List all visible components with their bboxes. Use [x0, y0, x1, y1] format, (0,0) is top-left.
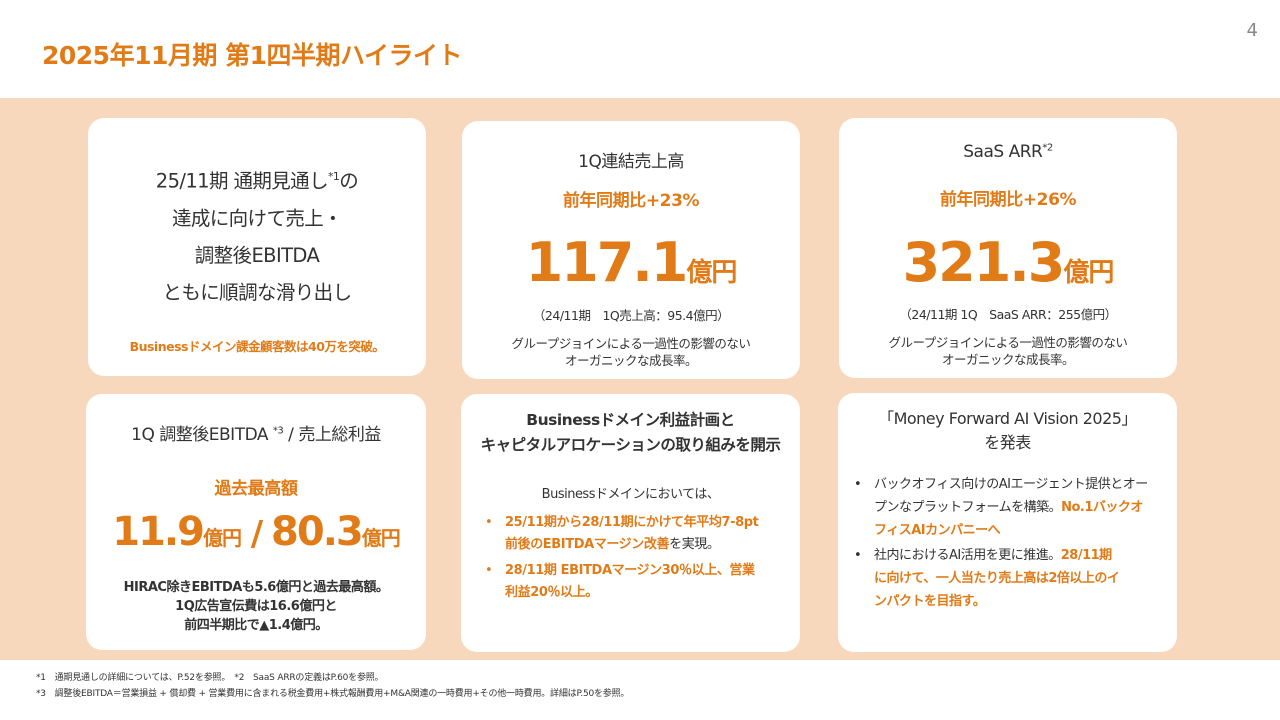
revenue-value-row: 117.1億円 [462, 233, 800, 293]
ebitda-card: 1Q 調整後EBITDA *3 / 売上総利益 過去最高額 11.9億円 / 8… [86, 394, 426, 650]
revenue-unit: 億円 [686, 258, 737, 288]
header: 2025年11月期 第1四半期ハイライト 4 [0, 0, 1280, 98]
business-card: Businessドメイン利益計画と キャピタルアロケーションの取り組みを開示 B… [461, 394, 800, 652]
outlook-line-2: 達成に向けて売上・ [171, 206, 343, 230]
list-item: • 社内におけるAI活用を更に推進。28/11期 に向けて、一人当たり売上高は2… [854, 548, 1120, 609]
arr-growth: 前年同期比+26% [939, 190, 1077, 210]
business-title: Businessドメイン利益計画と キャピタルアロケーションの取り組みを開示 [480, 411, 781, 454]
ebitda-unit: 億円 [202, 526, 242, 550]
revenue-comparison: （24/11期 1Q売上高：95.4億円） [532, 308, 730, 323]
list-item: • 28/11期 EBITDAマージン30％以上、営業 利益20％以上。 [485, 563, 755, 600]
arr-unit: 億円 [1063, 258, 1114, 288]
vision-card: 「Money Forward AI Vision 2025」 を発表 • バック… [838, 393, 1177, 652]
footnote-2: *3 調整後EBITDA＝営業損益 + 償却費 + 営業費用に含まれる税金費用+… [36, 689, 630, 699]
footnotes: *1 通期見通しの詳細については、P.52を参照。 *2 SaaS ARRの定義… [36, 670, 629, 702]
arr-comparison: （24/11期 1Q SaaS ARR：255億円） [899, 307, 1117, 322]
list-item: • バックオフィス向けのAIエージェント提供とオー プンなプラットフォームを構築… [854, 477, 1148, 538]
page-number: 4 [1246, 20, 1258, 41]
ebitda-note: HIRAC除きEBITDAも5.6億円と過去最高額。 1Q広告宣伝費は16.6億… [123, 580, 389, 633]
list-item: • 25/11期から28/11期にかけて年平均7-8pt 前後のEBITDAマー… [485, 515, 759, 552]
page-title: 2025年11月期 第1四半期ハイライト [42, 41, 462, 70]
revenue-growth: 前年同期比+23% [562, 191, 700, 211]
outlook-line-3: 調整後EBITDA [194, 243, 320, 267]
ebitda-subhead: 過去最高額 [214, 479, 298, 499]
revenue-card: 1Q連結売上高 前年同期比+23% 117.1億円 （24/11期 1Q売上高：… [462, 121, 800, 379]
outlook-headline: 25/11期 通期見通し*1の 達成に向けて売上・ 調整後EBITDA ともに順… [88, 158, 426, 311]
outlook-note: Businessドメイン課金顧客数は40万を突破。 [129, 339, 385, 354]
arr-note: グループジョインによる一過性の影響のない オーガニックな成長率。 [888, 335, 1128, 367]
ebitda-value: 11.9 [112, 509, 205, 555]
revenue-value: 117.1 [525, 231, 689, 294]
gross-profit-unit: 億円 [361, 526, 401, 550]
business-bullets: • 25/11期から28/11期にかけて年平均7-8pt 前後のEBITDAマー… [485, 512, 759, 604]
ebitda-title: 1Q 調整後EBITDA *3 / 売上総利益 [131, 425, 381, 445]
business-intro: Businessドメインにおいては、 [541, 487, 720, 502]
outlook-line-1: 25/11期 通期見通し*1の [155, 169, 359, 193]
arr-title: SaaS ARR*2 [963, 142, 1053, 162]
ebitda-separator: / [240, 514, 272, 554]
arr-value-row: 321.3億円 [839, 233, 1177, 293]
arr-card: SaaS ARR*2 前年同期比+26% 321.3億円 （24/11期 1Q … [839, 118, 1177, 378]
vision-title: 「Money Forward AI Vision 2025」 を発表 [878, 409, 1137, 452]
revenue-note: グループジョインによる一過性の影響のない オーガニックな成長率。 [511, 336, 751, 368]
ebitda-values-row: 11.9億円 / 80.3億円 [86, 502, 426, 564]
revenue-title: 1Q連結売上高 [578, 152, 684, 172]
footnote-1: *1 通期見通しの詳細については、P.52を参照。 *2 SaaS ARRの定義… [36, 673, 384, 683]
vision-bullets: • バックオフィス向けのAIエージェント提供とオー プンなプラットフォームを構築… [854, 473, 1148, 613]
gross-profit-value: 80.3 [271, 509, 364, 555]
outlook-card: 25/11期 通期見通し*1の 達成に向けて売上・ 調整後EBITDA ともに順… [88, 118, 426, 376]
arr-value: 321.3 [902, 231, 1066, 294]
outlook-line-4: ともに順調な滑り出し [162, 280, 352, 304]
